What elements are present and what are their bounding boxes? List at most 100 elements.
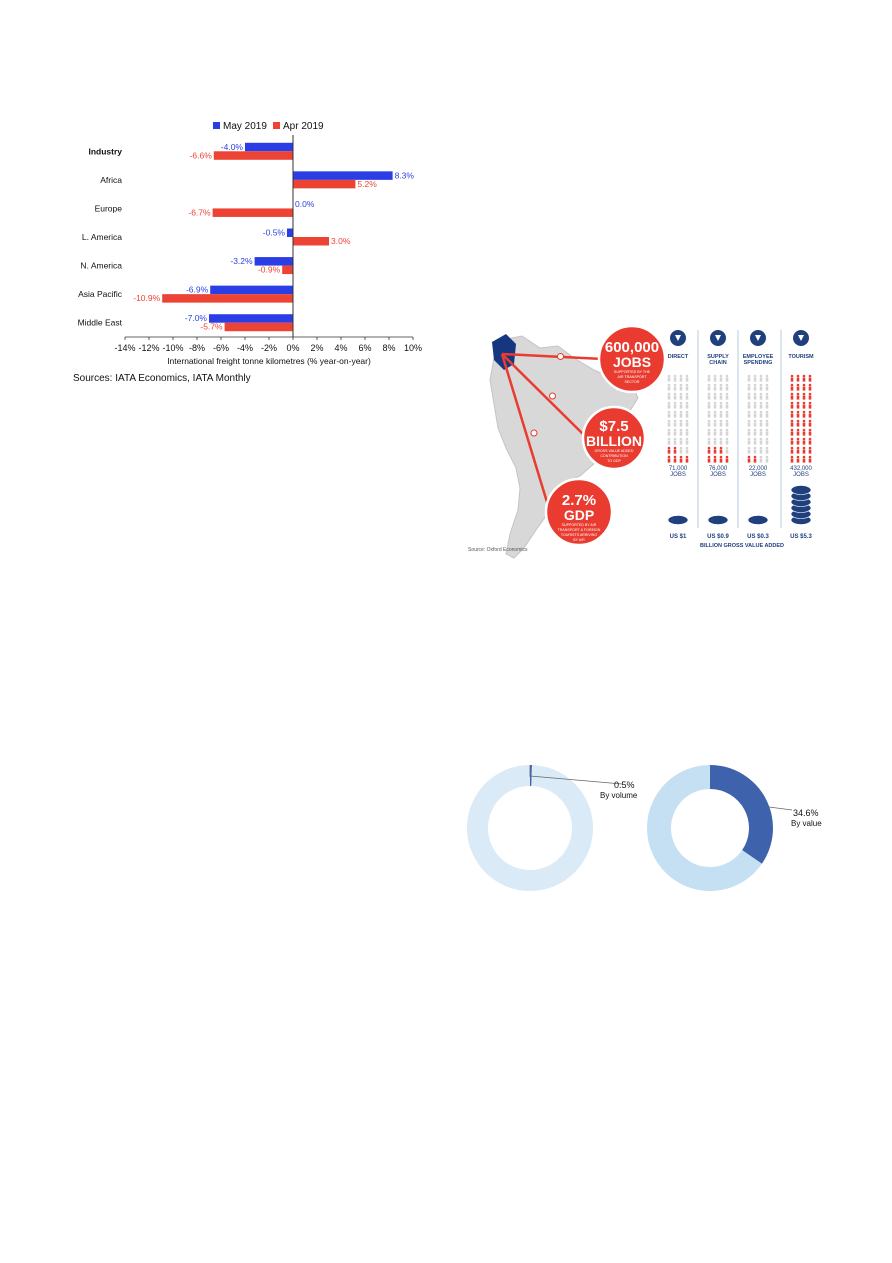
person-icon-body	[679, 449, 683, 454]
stat-circle-shape	[544, 477, 614, 547]
infographic-source: Source: Oxford Economics	[468, 547, 528, 553]
map-arrows	[500, 352, 604, 513]
person-icon-body	[790, 422, 794, 427]
bar	[293, 171, 393, 180]
person-icon-body	[713, 413, 717, 418]
person-icon	[673, 392, 677, 396]
person-icon-body	[753, 413, 757, 418]
person-icon	[802, 419, 806, 423]
person-icon	[796, 401, 800, 405]
column-label: TOURISM	[788, 354, 814, 360]
person-icon	[790, 383, 794, 387]
person-icon-body	[759, 413, 763, 418]
person-icon	[667, 428, 671, 432]
person-icon-body	[725, 395, 729, 400]
person-icon-body	[719, 413, 723, 418]
stat-small: AIR TRANSPORT	[617, 375, 647, 379]
stat-big: 600,000	[605, 339, 659, 356]
person-icon	[667, 419, 671, 423]
person-icon	[802, 437, 806, 441]
x-tick-label: -12%	[138, 343, 159, 353]
stat-small: SECTOR	[625, 380, 640, 384]
person-icon	[667, 383, 671, 387]
person-icon	[725, 392, 729, 396]
person-icon	[679, 446, 683, 450]
person-icon	[753, 392, 757, 396]
person-icon	[713, 419, 717, 423]
person-icon	[765, 383, 769, 387]
person-icon	[707, 455, 711, 459]
bar	[245, 142, 293, 152]
person-icon-body	[707, 431, 711, 436]
person-icon-body	[685, 458, 689, 463]
person-icon	[790, 446, 794, 450]
legend-label: May 2019	[223, 121, 267, 132]
person-icon-body	[790, 386, 794, 391]
person-icon-body	[667, 413, 671, 418]
person-icon	[796, 410, 800, 414]
person-icon-body	[707, 386, 711, 391]
person-icon	[765, 392, 769, 396]
person-icon	[759, 419, 763, 423]
person-icon-body	[685, 440, 689, 445]
map-arrow	[501, 353, 588, 439]
person-icon	[759, 392, 763, 396]
person-icon	[679, 410, 683, 414]
person-icon-body	[685, 395, 689, 400]
person-icon-body	[707, 449, 711, 454]
person-icon	[802, 428, 806, 432]
data-label: -0.5%	[263, 228, 286, 238]
person-icon-body	[707, 458, 711, 463]
person-icon	[747, 437, 751, 441]
person-icon	[679, 383, 683, 387]
person-icon-body	[765, 458, 769, 463]
person-icon	[725, 410, 729, 414]
person-icon	[765, 428, 769, 432]
person-icon	[808, 428, 812, 432]
gva-value: US $0.3	[747, 534, 769, 540]
person-icon-body	[667, 440, 671, 445]
data-label: -5.7%	[200, 322, 223, 332]
donut-value-label: 0.5%	[614, 780, 635, 790]
person-icon-body	[719, 422, 723, 427]
freight-bar-chart: May 2019 Apr 2019 -4.0%-6.6%8.3%5.2%0.0%-…	[78, 121, 422, 366]
person-icon	[790, 374, 794, 378]
donut-by-volume: 0.5%By volume	[467, 765, 638, 891]
person-icon-body	[713, 386, 717, 391]
person-icon	[808, 383, 812, 387]
person-icon-body	[713, 395, 717, 400]
person-icon	[673, 455, 677, 459]
person-icon-body	[796, 422, 800, 427]
person-icon	[685, 401, 689, 405]
person-icon-body	[719, 458, 723, 463]
x-axis-title: International freight tonne kilometres (…	[167, 356, 371, 366]
person-icon	[753, 455, 757, 459]
person-icon	[673, 410, 677, 414]
person-icon-body	[747, 449, 751, 454]
person-icon-body	[685, 386, 689, 391]
stat-small: CONTRIBUTION	[600, 454, 628, 458]
column-label: SPENDING	[744, 360, 773, 366]
stat-small: GROSS VALUE ADDED	[595, 449, 634, 453]
person-icon	[759, 428, 763, 432]
person-icon-body	[747, 413, 751, 418]
person-icon	[796, 392, 800, 396]
stat-unit: BILLION	[586, 433, 642, 449]
person-icon-body	[753, 404, 757, 409]
stat-small: SUPPORTED BY AIR	[562, 523, 597, 527]
category-label: Middle East	[78, 318, 123, 328]
person-icon	[719, 419, 723, 423]
person-icon	[667, 455, 671, 459]
person-icon-body	[719, 395, 723, 400]
person-icon-body	[759, 404, 763, 409]
person-icon	[719, 401, 723, 405]
person-icon	[685, 428, 689, 432]
category-label: Europe	[95, 203, 123, 213]
person-icon-body	[790, 413, 794, 418]
person-icon-body	[747, 422, 751, 427]
person-icon-body	[765, 422, 769, 427]
person-icon-body	[673, 386, 677, 391]
data-label: -10.9%	[133, 293, 160, 303]
